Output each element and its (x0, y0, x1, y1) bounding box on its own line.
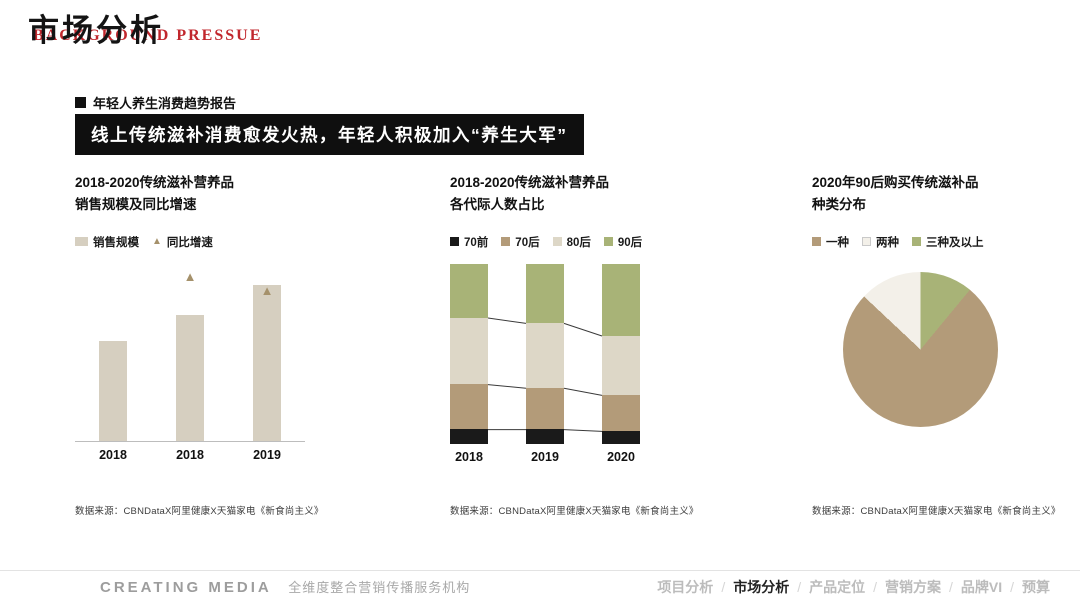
legend-item: 70前 (450, 234, 488, 250)
sales-volume-bar (176, 314, 204, 441)
legend-label: 三种及以上 (926, 236, 984, 249)
stack-segment (602, 430, 640, 444)
x-axis-label: 2020 (607, 449, 635, 464)
nav-separator: / (721, 579, 726, 595)
legend-item: 一种 (812, 234, 849, 250)
stack-segment (602, 335, 640, 395)
legend-label: 80后 (566, 236, 591, 249)
square-marker-icon (450, 237, 459, 247)
title-decorative-text: BACKGROUND PRESSUE (33, 27, 263, 44)
stacked-bar-chart (450, 263, 640, 444)
nav-item-6[interactable]: 预算 (1022, 579, 1050, 595)
data-source: 数据来源：CBNDataX阿里健康X天猫家电《新食尚主义》 (450, 506, 699, 517)
chart-legend: 一种 两种 三种及以上 (812, 234, 1028, 250)
x-axis-label: 2018 (176, 447, 204, 462)
stack-segment (450, 384, 488, 430)
stacked-bar (526, 263, 564, 444)
report-label: 年轻人养生消费趋势报告 (75, 93, 236, 112)
stack-segment (526, 387, 564, 430)
sales-growth-chart-section: 2018-2020传统滋补营养品 销售规模及同比增速 销售规模 ▲ 同比增速 ▲ ▲ … (75, 172, 324, 517)
legend-label: 70前 (464, 236, 489, 249)
legend-item: 80后 (552, 234, 591, 250)
stack-segment (450, 429, 488, 444)
report-label-text: 年轻人养生消费趋势报告 (93, 96, 237, 111)
data-source: 数据来源：CBNDataX阿里健康X天猫家电《新食尚主义》 (75, 506, 324, 517)
square-bullet-icon (75, 97, 86, 108)
footer-brand: CREATING MEDIA 全维度整合营销传播服务机构 (100, 577, 470, 597)
growth-rate-marker-icon: ▲ (260, 283, 274, 299)
nav-separator: / (797, 579, 802, 595)
square-marker-icon (501, 237, 511, 247)
legend-label: 两种 (876, 236, 899, 249)
legend-item: 销售规模 (75, 234, 139, 250)
stacked-bar (602, 263, 640, 444)
chart-title: 2018-2020传统滋补营养品 销售规模及同比增速 (75, 175, 235, 213)
nav-separator: / (1010, 579, 1014, 595)
chart-legend: 销售规模 ▲ 同比增速 (75, 234, 315, 250)
pie-chart (842, 271, 998, 427)
x-axis-label: 2019 (253, 447, 281, 462)
bar-group: ▲ (152, 264, 228, 441)
legend-item: 90后 (603, 234, 643, 250)
generation-share-chart-section: 2018-2020传统滋补营养品 各代际人数占比 70前 70后 80后 90后 20… (450, 172, 699, 517)
headline-text: 线上传统滋补消费愈发火热，年轻人积极加入“养生大军” (91, 125, 568, 145)
chart-title: 2018-2020传统滋补营养品 各代际人数占比 (450, 175, 610, 213)
triangle-marker-icon: ▲ (152, 235, 162, 247)
category-distribution-chart-section: 2020年90后购买传统滋补品 种类分布 一种 两种 三种及以上 数据来源：CBND… (812, 172, 1061, 517)
growth-rate-marker-icon: ▲ (183, 269, 197, 285)
legend-item: 70后 (501, 234, 540, 250)
brand-name: CREATING MEDIA (100, 579, 272, 596)
stack-segment (450, 263, 488, 318)
stack-segment (602, 394, 640, 431)
square-marker-icon (75, 237, 88, 247)
footer: CREATING MEDIA 全维度整合营销传播服务机构 项目分析 / 市场分析 / 产… (0, 577, 1080, 597)
stack-segment (526, 429, 564, 444)
data-source: 数据来源：CBNDataX阿里健康X天猫家电《新食尚主义》 (812, 506, 1061, 517)
chart-legend: 70前 70后 80后 90后 (450, 234, 650, 250)
stack-segment (602, 263, 640, 336)
chart-title: 2020年90后购买传统滋补品 种类分布 (812, 175, 979, 213)
sales-volume-bar (253, 284, 281, 441)
headline-banner: 线上传统滋补消费愈发火热，年轻人积极加入“养生大军” (75, 114, 584, 155)
legend-item: 三种及以上 (912, 234, 984, 250)
nav-separator: / (873, 579, 877, 595)
stack-segment (526, 322, 564, 388)
brand-tagline: 全维度整合营销传播服务机构 (288, 580, 471, 595)
square-marker-icon (552, 237, 562, 247)
legend-label: 销售规模 (93, 236, 139, 249)
nav-item-5[interactable]: 品牌VI (960, 579, 1003, 595)
bar-group: ▲ (229, 264, 305, 441)
section-nav: 项目分析 / 市场分析 / 产品定位 / 营销方案 / 品牌VI / 预算 (657, 577, 1050, 597)
legend-label: 70后 (515, 236, 540, 249)
legend-label: 90后 (617, 236, 643, 249)
legend-item: 两种 (862, 234, 899, 250)
legend-item: ▲ 同比增速 (152, 234, 213, 250)
nav-item-2[interactable]: 市场分析 (733, 579, 790, 595)
x-axis-labels: 2018 2019 2020 (450, 450, 640, 464)
stack-segment (526, 263, 564, 323)
footer-divider (0, 570, 1080, 571)
x-axis-labels: 2018 2018 2019 (75, 448, 305, 462)
bar-group (75, 264, 151, 441)
square-marker-icon (603, 237, 613, 247)
nav-item-1[interactable]: 项目分析 (657, 579, 714, 595)
bar-chart: ▲ ▲ (75, 264, 305, 442)
stack-segment (450, 317, 488, 385)
x-axis-label: 2018 (455, 449, 483, 464)
nav-item-4[interactable]: 营销方案 (884, 579, 941, 595)
legend-label: 一种 (826, 236, 849, 249)
square-marker-icon (812, 237, 821, 247)
stacked-bar (450, 263, 488, 444)
nav-separator: / (948, 579, 953, 595)
legend-label: 同比增速 (166, 236, 213, 249)
page-title: 市场分析 (28, 13, 164, 48)
x-axis-label: 2018 (99, 447, 127, 462)
square-marker-icon (862, 237, 871, 247)
nav-item-3[interactable]: 产品定位 (809, 579, 866, 595)
x-axis-label: 2019 (531, 449, 559, 464)
sales-volume-bar (99, 341, 127, 441)
square-marker-icon (912, 237, 921, 247)
